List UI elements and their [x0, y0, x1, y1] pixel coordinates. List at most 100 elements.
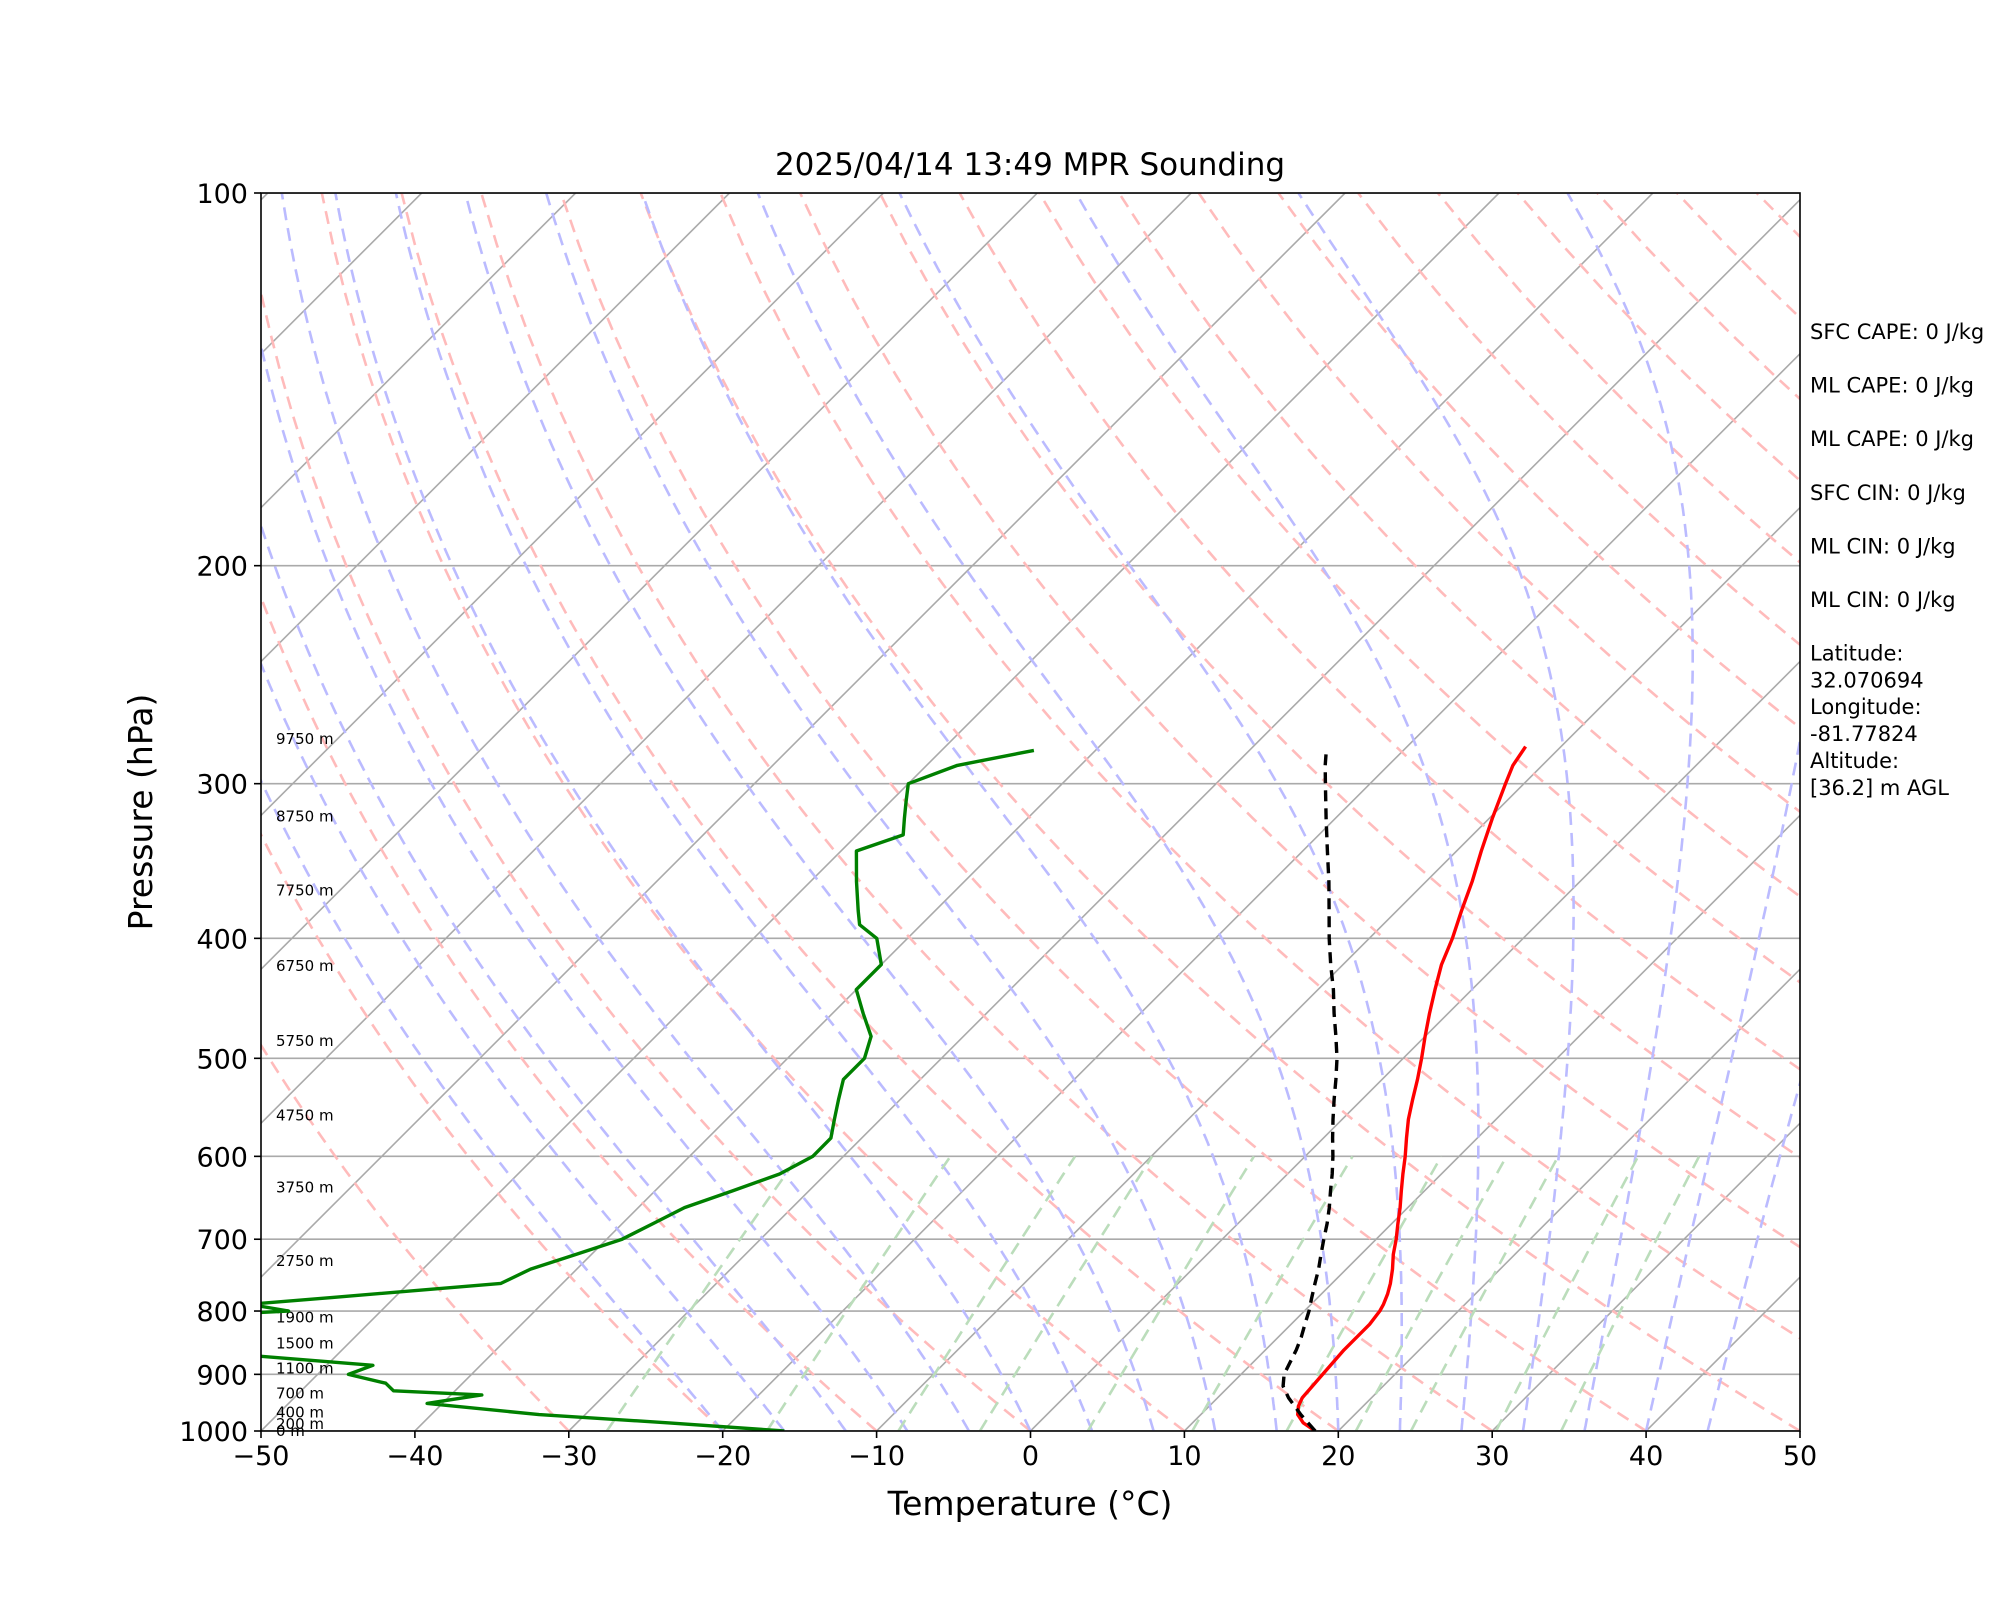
dewpoint-profile-line: [261, 748, 1035, 1431]
moist-adiabat-line: [261, 521, 847, 1431]
y-tick-label: 300: [196, 770, 248, 801]
stats-text: ML CAPE: 0 J/kg: [1810, 374, 1974, 398]
mixing-ratio-line: [605, 1155, 800, 1431]
height-label: 5750 m: [276, 1032, 334, 1050]
dry-adiabat-line: [320, 193, 1186, 1431]
mixing-ratio-line: [897, 1155, 1077, 1431]
mixing-ratio-line: [1560, 1155, 1701, 1431]
y-tick-label: 100: [196, 179, 248, 210]
stats-text: SFC CAPE: 0 J/kg: [1810, 320, 1984, 344]
dry-adiabat-line: [878, 193, 1800, 1160]
x-axis-ticks: −50 −40 −30 −20 −10 0 10 20 30 40 50: [233, 1431, 1817, 1472]
height-label: 1500 m: [276, 1335, 334, 1353]
height-label: 6750 m: [276, 957, 334, 975]
isotherm-line: [1183, 814, 1800, 1431]
isotherm-line: [261, 193, 1346, 1279]
mixing-ratio-line: [978, 1155, 1154, 1431]
y-axis-label: Pressure (hPa): [121, 694, 160, 931]
stats-text: ML CIN: 0 J/kg: [1810, 534, 1956, 558]
isotherm-line: [568, 198, 1800, 1431]
height-label: 200 m: [276, 1415, 324, 1433]
chart-title: 2025/04/14 13:49 MPR Sounding: [775, 147, 1285, 183]
stats-text: Longitude:: [1810, 695, 1922, 719]
dry-adiabat-line: [719, 193, 1800, 1340]
y-tick-label: 800: [196, 1297, 248, 1328]
moist-adiabat-line: [464, 193, 1155, 1431]
isotherm-line: [1337, 968, 1800, 1431]
isotherm-line: [261, 193, 1038, 971]
stats-text: ML CIN: 0 J/kg: [1810, 588, 1956, 612]
mixing-ratio-line: [1191, 1155, 1354, 1431]
x-axis-label: Temperature (°C): [887, 1484, 1173, 1523]
profiles: [261, 745, 1528, 1431]
dry-adiabat-line: [480, 193, 1493, 1431]
moist-adiabat-line: [544, 193, 1217, 1431]
stats-panel: SFC CAPE: 0 J/kg ML CAPE: 0 J/kg ML CAPE: …: [1810, 320, 1984, 800]
x-tick-label: 20: [1321, 1441, 1355, 1472]
height-label: 1900 m: [276, 1309, 334, 1327]
moist-adiabat-line: [1074, 193, 1480, 1431]
moist-adiabat-line: [1644, 733, 1800, 1431]
x-tick-label: −30: [540, 1441, 597, 1472]
height-label: 8750 m: [276, 808, 334, 826]
isotherm-line: [261, 193, 577, 509]
x-tick-label: 0: [1022, 1441, 1039, 1472]
moist-adiabat-line: [261, 340, 909, 1431]
y-tick-label: 200: [196, 552, 248, 583]
stats-text: 32.070694: [1810, 669, 1924, 693]
dry-adiabat-line: [559, 193, 1647, 1431]
stats-text: SFC CIN: 0 J/kg: [1810, 481, 1966, 505]
x-tick-label: 50: [1783, 1441, 1817, 1472]
y-tick-label: 400: [196, 924, 248, 955]
moist-adiabat-line: [898, 193, 1404, 1431]
stats-text: Altitude:: [1810, 749, 1899, 773]
moist-adiabat-line: [261, 777, 724, 1431]
isotherm-line: [261, 193, 731, 663]
parcel-profile-line: [1281, 750, 1339, 1431]
stats-text: -81.77824: [1810, 722, 1918, 746]
height-label: 400 m: [276, 1403, 324, 1421]
moist-adiabat-line: [280, 193, 971, 1431]
dry-adiabat-line: [261, 286, 1032, 1431]
height-label: 4750 m: [276, 1106, 334, 1124]
moist-adiabat-line: [261, 660, 786, 1431]
stats-text: [36.2] m AGL: [1810, 776, 1949, 800]
moist-adiabat-line: [1297, 193, 1575, 1431]
y-tick-label: 700: [196, 1225, 248, 1256]
moist-adiabat-line: [394, 193, 1094, 1431]
moist-adiabat-line: [334, 193, 1032, 1431]
x-tick-label: −10: [848, 1441, 905, 1472]
mixing-ratio-line: [765, 1155, 952, 1431]
moist-adiabat-line: [1566, 193, 1694, 1431]
x-tick-label: 40: [1629, 1441, 1663, 1472]
x-tick-label: 10: [1167, 1441, 1201, 1472]
height-labels: 9750 m 8750 m 7750 m 6750 m 5750 m 4750 m 3750…: [276, 730, 334, 1440]
x-tick-label: −50: [233, 1441, 290, 1472]
moist-adiabat-line: [1706, 1078, 1800, 1431]
dry-adiabat-line: [400, 193, 1340, 1431]
mixing-ratio-line: [1086, 1155, 1256, 1431]
dry-adiabat-line: [639, 193, 1800, 1431]
reference-lines: [261, 193, 1800, 1431]
height-label: 3750 m: [276, 1179, 334, 1197]
x-tick-label: −20: [694, 1441, 751, 1472]
height-label: 7750 m: [276, 882, 334, 900]
stats-text: Latitude:: [1810, 642, 1904, 666]
isotherm-line: [261, 193, 884, 817]
y-tick-label: 600: [196, 1142, 248, 1173]
temperature-profile-line: [1296, 745, 1528, 1431]
moist-adiabat-line: [756, 193, 1340, 1431]
x-tick-label: 30: [1475, 1441, 1509, 1472]
height-label: 2750 m: [276, 1252, 334, 1270]
height-label: 700 m: [276, 1385, 324, 1403]
y-tick-label: 1000: [179, 1417, 248, 1448]
isotherm-line: [722, 352, 1800, 1431]
mixing-ratio-line: [1409, 1155, 1560, 1431]
isotherm-line: [261, 193, 1192, 1125]
y-tick-label: 500: [196, 1044, 248, 1075]
stats-text: ML CAPE: 0 J/kg: [1810, 427, 1974, 451]
y-tick-label: 900: [196, 1360, 248, 1391]
isotherm-line: [261, 193, 1500, 1431]
isotherm-line: [414, 193, 1654, 1431]
